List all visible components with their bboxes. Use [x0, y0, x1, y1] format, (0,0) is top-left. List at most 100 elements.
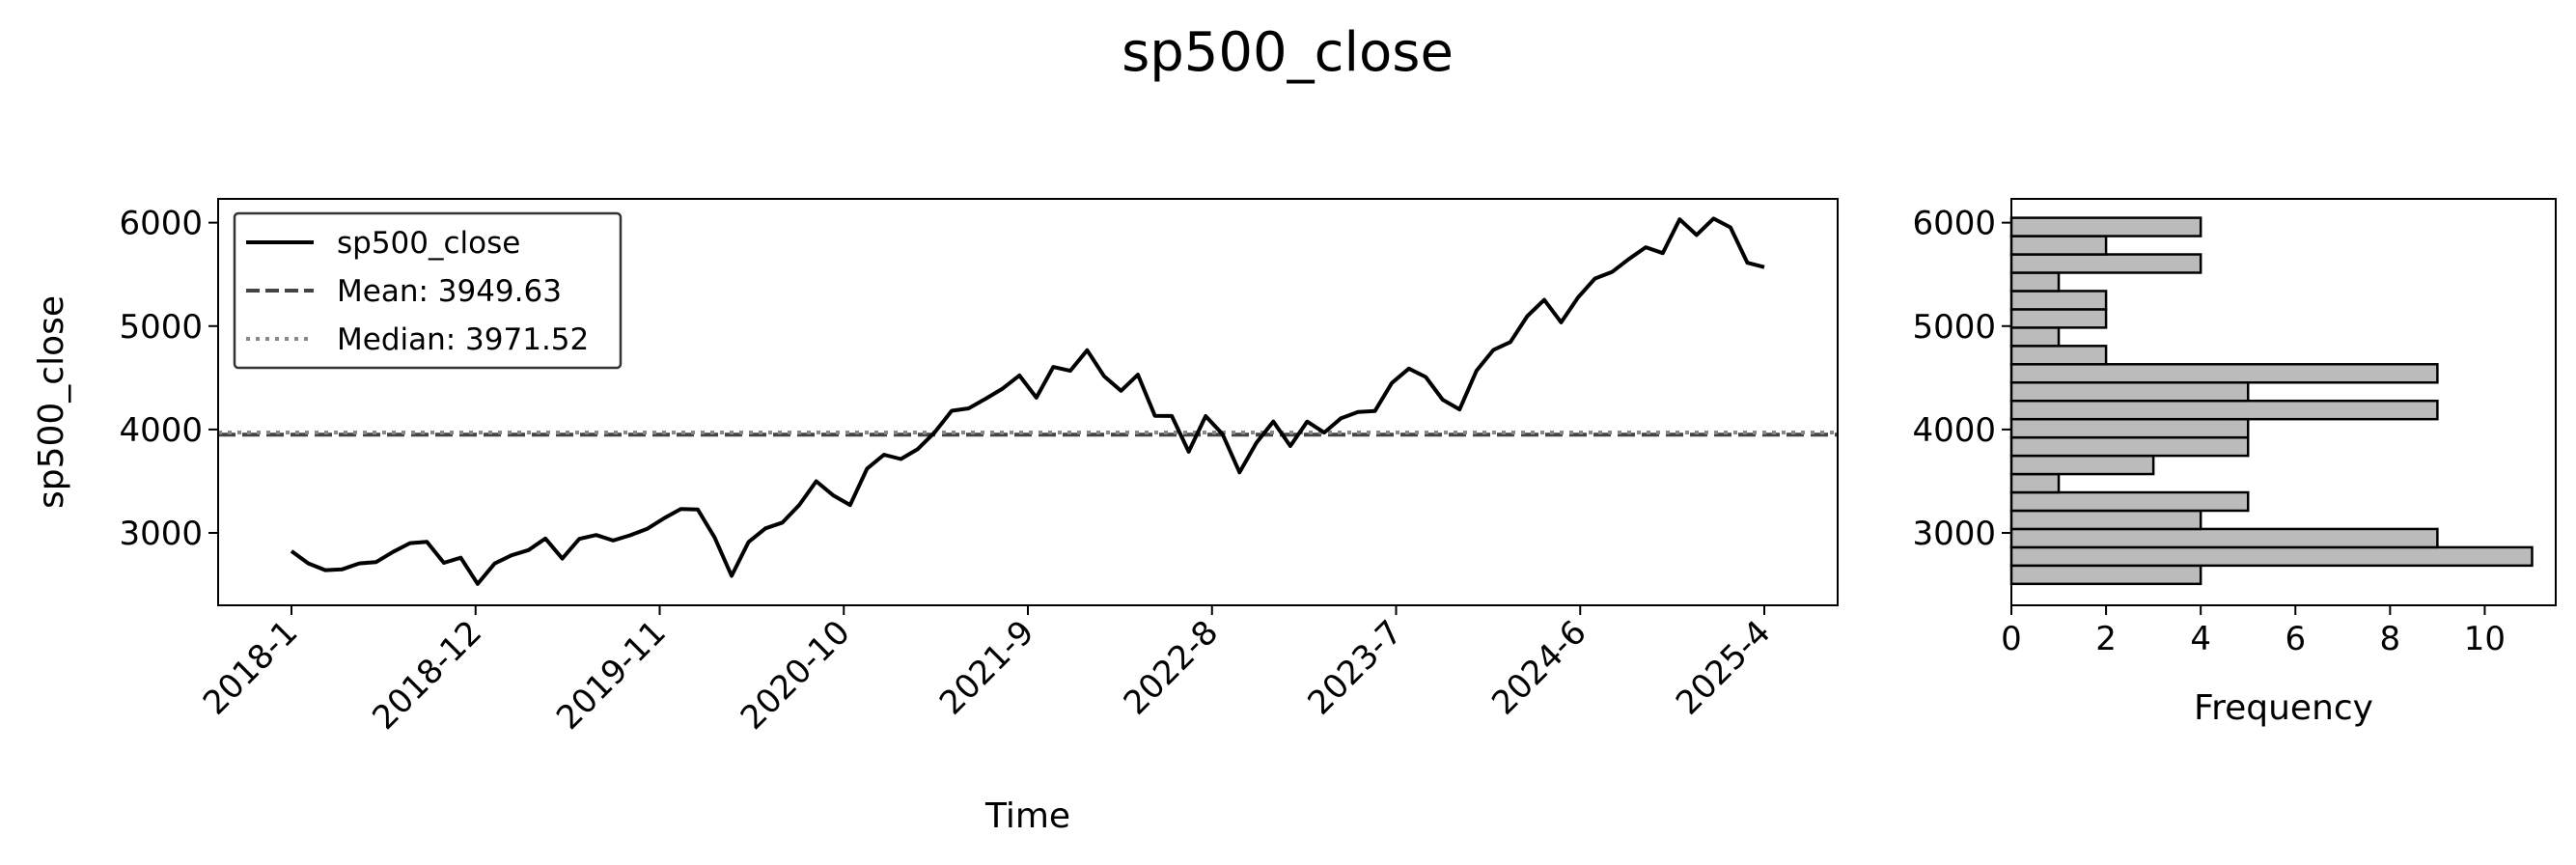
data-point: [1526, 315, 1529, 318]
data-point: [967, 407, 970, 410]
data-point: [933, 431, 936, 433]
data-point: [1611, 270, 1614, 273]
histogram-frame: [2010, 198, 2557, 606]
data-point: [1729, 226, 1731, 229]
legend: sp500_close Mean: 3949.63 Median: 3971.5…: [233, 211, 623, 370]
data-point: [291, 549, 293, 552]
legend-entry-mean: Mean: 3949.63: [337, 274, 562, 309]
y-tick-label: 4000: [119, 411, 203, 450]
x-tick-label: 2018-1: [196, 613, 305, 722]
data-point: [358, 562, 361, 565]
line-plot-area: [218, 216, 1838, 586]
line-chart-panel: 3000 4000 5000 6000 2018-1 2018-12 2019-11 202…: [32, 198, 1839, 836]
data-point: [1001, 387, 1004, 390]
histogram-x-tick-label: 6: [2285, 620, 2306, 658]
data-point: [1035, 396, 1038, 399]
x-tick-label: 2020-10: [734, 613, 858, 738]
histogram-bar: [2009, 545, 2534, 568]
histogram-bar: [2009, 308, 2108, 329]
data-point: [544, 537, 547, 540]
data-point: [848, 504, 851, 507]
histogram-bar: [2009, 381, 2250, 403]
legend-entry-median: Median: 3971.52: [337, 322, 589, 357]
data-point: [392, 550, 395, 553]
legend-box: [233, 211, 623, 370]
series-line-sp500-close: [290, 216, 1765, 586]
data-point: [917, 448, 920, 451]
histogram-x-tick-label: 0: [2001, 620, 2022, 658]
data-point: [1102, 375, 1105, 377]
data-point: [1357, 410, 1360, 413]
histogram-y-tick-label: 4000: [1912, 411, 1996, 450]
histogram-y-tick-label: 6000: [1912, 205, 1996, 243]
histogram-y-tick-label: 5000: [1912, 308, 1996, 347]
data-point: [1205, 415, 1207, 418]
x-axis-label: Time: [984, 796, 1070, 836]
data-point: [1137, 374, 1140, 377]
data-point: [374, 561, 377, 564]
x-tick-label: 2022-8: [1117, 613, 1226, 722]
data-point: [1171, 414, 1174, 417]
data-point: [798, 504, 801, 507]
data-point: [324, 569, 327, 572]
data-point: [1052, 366, 1055, 369]
histogram-bar: [2009, 271, 2061, 293]
data-point: [882, 454, 885, 457]
data-point: [1577, 296, 1580, 299]
histogram-bar: [2009, 253, 2202, 274]
y-tick-label: 6000: [119, 205, 203, 243]
data-point: [1695, 234, 1698, 237]
x-tick-label: 2023-7: [1300, 613, 1409, 722]
histogram-y-axis: 3000 4000 5000 6000: [1912, 205, 2011, 553]
data-point: [1086, 349, 1089, 351]
data-point: [747, 541, 750, 544]
histogram-y-tick-label: 3000: [1912, 515, 1996, 553]
x-tick-label: 2019-11: [549, 613, 674, 738]
data-point: [1712, 217, 1715, 220]
data-point: [662, 516, 665, 519]
data-point: [1221, 432, 1224, 435]
data-point: [578, 538, 581, 541]
histogram-bar: [2009, 235, 2108, 256]
data-point: [866, 467, 869, 470]
histogram-bar: [2009, 290, 2108, 311]
data-point: [426, 541, 429, 544]
data-point: [984, 398, 987, 401]
data-point: [442, 562, 445, 565]
data-point: [1560, 321, 1563, 323]
data-point: [1373, 409, 1376, 412]
data-point: [1391, 381, 1394, 384]
chart-title: sp500_close: [1122, 21, 1454, 84]
data-point: [341, 568, 344, 571]
histogram-bar: [2009, 509, 2202, 531]
data-point: [1509, 341, 1511, 344]
data-point: [1340, 417, 1343, 420]
histogram-bars: [2009, 216, 2534, 586]
data-point: [561, 557, 564, 560]
data-point: [1306, 420, 1309, 423]
data-point: [1238, 471, 1241, 474]
data-point: [764, 527, 767, 530]
data-point: [1593, 277, 1596, 280]
data-point: [1543, 298, 1546, 301]
histogram-x-tick-label: 2: [2095, 620, 2117, 658]
histogram-bar: [2009, 417, 2250, 439]
data-point: [1272, 420, 1275, 423]
data-point: [781, 521, 784, 524]
y-axis-label: sp500_close: [32, 295, 71, 509]
histogram-x-axis: 0 2 4 6 8 10: [2001, 605, 2506, 658]
data-point: [679, 508, 682, 511]
histogram-x-tick-label: 4: [2190, 620, 2211, 658]
histogram-bar: [2009, 527, 2439, 549]
data-point: [731, 574, 734, 577]
data-point: [1661, 252, 1664, 255]
data-point: [511, 554, 513, 557]
data-point: [1458, 408, 1461, 411]
data-point: [1120, 389, 1122, 392]
data-point: [1763, 265, 1766, 268]
data-point: [1678, 218, 1681, 221]
histogram-bar: [2009, 399, 2439, 421]
data-point: [646, 527, 649, 530]
legend-entry-series: sp500_close: [337, 226, 520, 261]
